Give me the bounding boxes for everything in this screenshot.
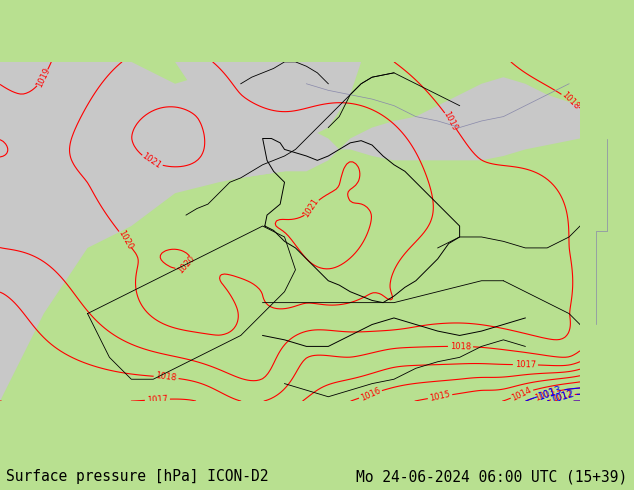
- Text: 1017: 1017: [515, 360, 536, 369]
- Text: 1019: 1019: [442, 110, 460, 132]
- Text: Surface pressure [hPa] ICON-D2: Surface pressure [hPa] ICON-D2: [6, 469, 269, 484]
- Text: 1017: 1017: [146, 394, 168, 405]
- Text: 1020: 1020: [176, 253, 197, 275]
- Polygon shape: [339, 77, 580, 160]
- Polygon shape: [0, 62, 339, 401]
- Text: 1021: 1021: [302, 196, 321, 219]
- Text: 1020: 1020: [116, 228, 134, 251]
- Text: 1021: 1021: [140, 152, 163, 171]
- Text: 1016: 1016: [359, 386, 382, 403]
- Text: 1015: 1015: [429, 390, 451, 403]
- Text: 1019: 1019: [34, 67, 52, 89]
- Text: 1013: 1013: [534, 386, 557, 402]
- Text: 1012: 1012: [549, 388, 576, 405]
- Text: 1012: 1012: [551, 389, 574, 404]
- Text: 1018: 1018: [450, 342, 471, 351]
- Text: 1014: 1014: [510, 385, 533, 402]
- Text: 1018: 1018: [155, 371, 177, 383]
- Polygon shape: [0, 62, 361, 401]
- Text: 1018: 1018: [560, 90, 581, 111]
- Text: Mo 24-06-2024 06:00 UTC (15+39): Mo 24-06-2024 06:00 UTC (15+39): [356, 469, 628, 484]
- Text: 1013: 1013: [538, 384, 564, 402]
